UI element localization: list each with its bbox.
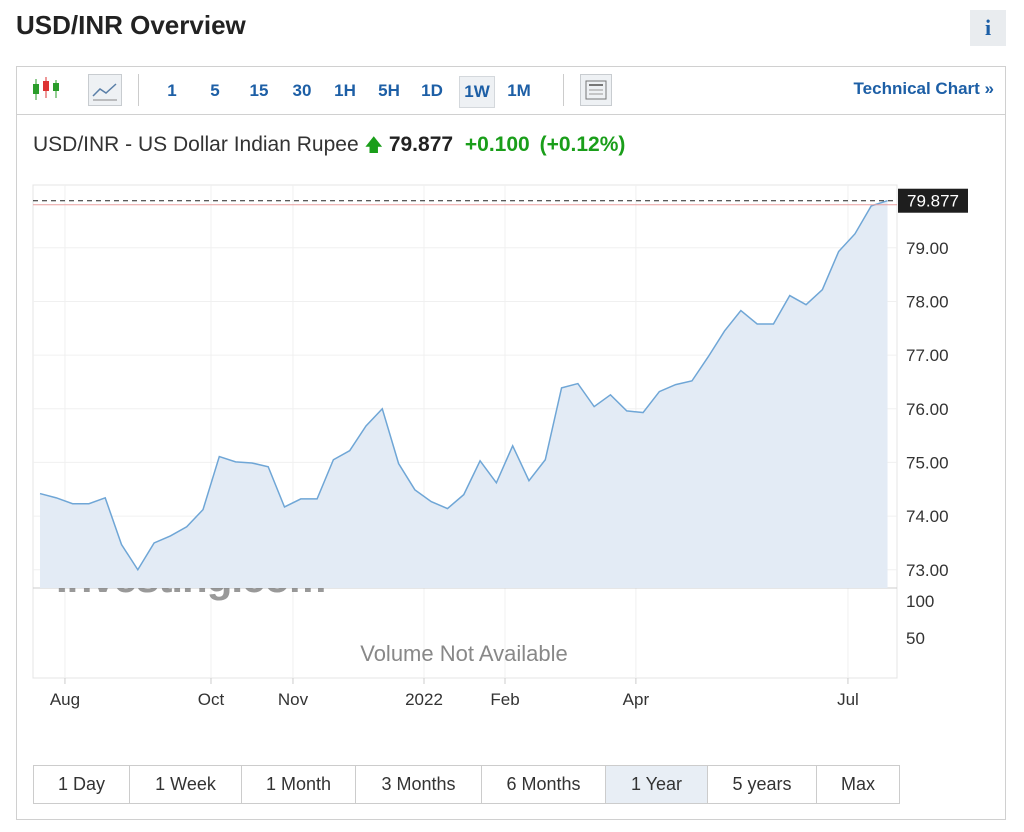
plot-frame [32,184,898,679]
last-price-label: 79.877 [907,192,959,211]
range-button[interactable]: 1 Year [606,766,708,803]
x-tick-label: Oct [198,690,225,709]
page-title: USD/INR Overview [16,10,246,40]
y-tick-label: 73.00 [906,561,949,580]
interval-button[interactable]: 1H [334,81,356,100]
candlestick-icon[interactable] [30,74,62,104]
volume-tick-label: 50 [906,629,925,648]
area-fill [40,200,888,588]
range-button[interactable]: 6 Months [482,766,606,803]
x-tick-label: 2022 [405,690,443,709]
instrument-name: USD/INR - US Dollar Indian Rupee [33,133,359,156]
y-tick-label: 76.00 [906,400,949,419]
interval-button[interactable]: 15 [249,81,269,100]
icon-line [92,83,117,97]
icon-rect [33,84,39,94]
line-chart-icon[interactable] [88,74,122,106]
toolbar [16,66,1006,115]
y-tick-label: 74.00 [906,507,949,526]
icon-rect [53,83,59,91]
x-tick-label: Aug [50,690,80,709]
interval-button[interactable]: 1W [459,76,495,108]
range-buttons: 1 Day 1 Week 1 Month 3 Months 6 Months 1 Year… [33,765,900,804]
separator [138,74,139,106]
quote-line: USD/INR - US Dollar Indian Rupee 🡅 79.87… [33,133,625,163]
technical-chart-link[interactable]: Technical Chart » [853,79,994,98]
icon-rect [585,80,607,100]
interval-button[interactable]: 1D [421,81,443,100]
range-button[interactable]: 1 Day [34,766,130,803]
interval-button[interactable]: 1 [167,81,177,100]
price: 79.877 [388,133,454,156]
y-tick-label: 75.00 [906,453,949,472]
chart: 73.00 74.00 75.00 76.00 77.00 78.00 79.00 Aug Oc… [32,184,968,709]
widget-frame [16,66,1006,820]
separator [563,74,564,106]
x-tick-label: Feb [490,690,519,709]
change: +0.100 [464,133,530,156]
price-line [39,200,888,572]
interval-button[interactable]: 30 [292,81,312,100]
range-button[interactable]: 1 Week [130,766,242,803]
range-button[interactable]: 5 years [708,766,817,803]
change-percent: (+0.12%) [539,133,626,156]
x-tick-label: Nov [278,690,309,709]
range-button[interactable]: 1 Month [242,766,356,803]
icon-rect [43,81,49,91]
y-tick-label: 77.00 [906,346,949,365]
range-button[interactable]: 3 Months [356,766,482,803]
volume-tick-label: 100 [906,592,934,611]
range-button[interactable]: Max [840,774,875,794]
y-tick-label: 78.00 [906,292,949,311]
x-tick-label: Jul [837,690,859,709]
last-price-box [898,188,968,213]
interval-button[interactable]: 5 [210,81,220,100]
up-arrow: 🡅 [364,135,383,155]
y-tick-label: 79.00 [906,239,949,258]
info-button[interactable]: i [970,10,1006,46]
news-icon[interactable] [580,74,612,106]
interval-button[interactable]: 5H [378,81,400,100]
x-tick-label: Apr [623,690,650,709]
volume-message: Volume Not Available [360,641,568,666]
interval-button[interactable]: 1M [507,81,531,100]
